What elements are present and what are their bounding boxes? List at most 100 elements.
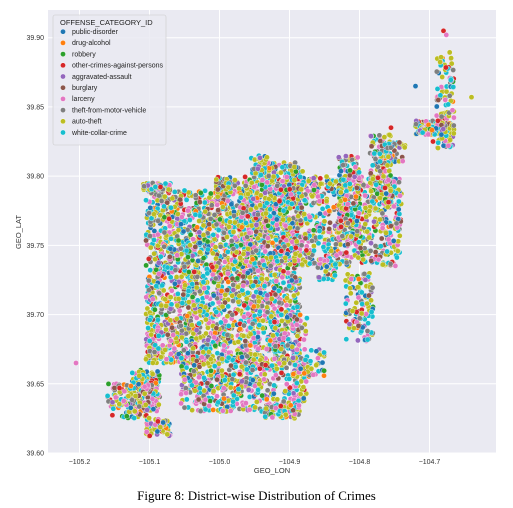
data-point xyxy=(172,267,179,273)
data-point xyxy=(261,376,267,383)
data-point xyxy=(150,360,156,366)
data-point xyxy=(147,233,153,239)
data-point xyxy=(166,216,172,222)
data-point xyxy=(320,244,327,250)
data-point xyxy=(284,381,290,387)
data-point xyxy=(183,390,189,396)
data-point xyxy=(268,313,275,320)
data-point xyxy=(278,248,285,254)
data-point xyxy=(152,184,159,190)
data-point xyxy=(240,333,247,339)
data-point xyxy=(260,317,266,324)
data-point xyxy=(158,354,164,360)
data-point xyxy=(369,198,376,205)
data-point xyxy=(254,399,260,405)
data-point xyxy=(255,345,261,352)
data-point xyxy=(294,380,300,386)
data-point xyxy=(196,320,202,327)
data-point xyxy=(368,133,374,139)
data-point xyxy=(293,168,299,175)
data-point xyxy=(265,223,271,229)
data-point xyxy=(350,200,357,207)
data-point xyxy=(280,207,287,214)
data-point xyxy=(264,292,271,299)
data-point xyxy=(200,279,207,285)
data-point xyxy=(202,199,208,206)
data-point xyxy=(354,228,360,234)
data-point xyxy=(155,218,161,224)
data-point xyxy=(175,237,182,244)
data-point xyxy=(264,154,270,161)
data-point xyxy=(388,144,394,151)
data-point xyxy=(240,282,247,289)
data-point xyxy=(217,243,224,250)
data-point xyxy=(193,335,200,342)
data-point xyxy=(219,367,225,374)
data-point xyxy=(197,199,203,205)
data-point xyxy=(244,366,250,373)
data-point xyxy=(317,210,323,217)
data-point xyxy=(210,250,216,257)
data-point xyxy=(224,287,231,293)
data-point xyxy=(327,219,333,226)
data-point xyxy=(164,264,171,271)
data-point xyxy=(143,262,149,269)
data-point xyxy=(383,230,389,236)
data-point xyxy=(224,313,231,319)
data-point xyxy=(257,155,263,161)
data-point xyxy=(193,315,200,321)
data-point xyxy=(353,193,359,200)
data-point xyxy=(215,399,221,406)
data-point xyxy=(175,291,181,297)
data-point xyxy=(253,228,259,235)
data-point xyxy=(262,190,268,196)
data-point xyxy=(211,334,217,341)
data-point xyxy=(354,185,360,191)
data-point xyxy=(271,390,277,397)
data-point xyxy=(333,178,339,185)
data-point xyxy=(242,174,248,180)
data-point xyxy=(250,283,256,289)
data-point xyxy=(175,296,182,302)
data-point xyxy=(259,392,265,399)
data-point xyxy=(294,225,301,232)
data-point xyxy=(238,363,245,370)
data-point xyxy=(284,174,290,180)
data-point xyxy=(316,234,323,240)
data-point xyxy=(377,151,383,157)
data-point xyxy=(380,261,386,268)
data-point xyxy=(338,217,344,224)
data-point xyxy=(347,181,353,187)
data-point xyxy=(196,218,202,224)
data-point xyxy=(273,222,280,228)
data-point xyxy=(248,206,254,213)
data-point xyxy=(395,248,401,254)
data-point xyxy=(245,387,252,393)
data-point xyxy=(246,230,253,236)
data-point xyxy=(310,175,317,181)
data-point xyxy=(269,362,275,369)
data-point xyxy=(191,362,197,369)
data-point xyxy=(214,376,220,383)
data-point xyxy=(256,298,262,305)
data-point xyxy=(195,258,201,264)
data-point xyxy=(163,356,170,362)
data-point xyxy=(146,433,153,439)
data-point xyxy=(271,272,278,278)
data-point xyxy=(146,256,152,262)
data-point xyxy=(285,270,291,276)
data-point xyxy=(257,202,263,208)
data-point xyxy=(362,192,368,199)
data-point xyxy=(157,184,164,190)
data-point xyxy=(143,197,149,203)
data-point xyxy=(192,244,199,250)
data-point xyxy=(185,304,192,311)
data-point xyxy=(178,355,185,361)
data-point xyxy=(208,190,214,197)
data-point xyxy=(150,406,157,412)
data-point xyxy=(397,192,403,199)
data-point xyxy=(379,210,386,217)
data-point xyxy=(300,395,307,402)
data-point xyxy=(162,296,168,303)
data-point xyxy=(179,300,186,306)
